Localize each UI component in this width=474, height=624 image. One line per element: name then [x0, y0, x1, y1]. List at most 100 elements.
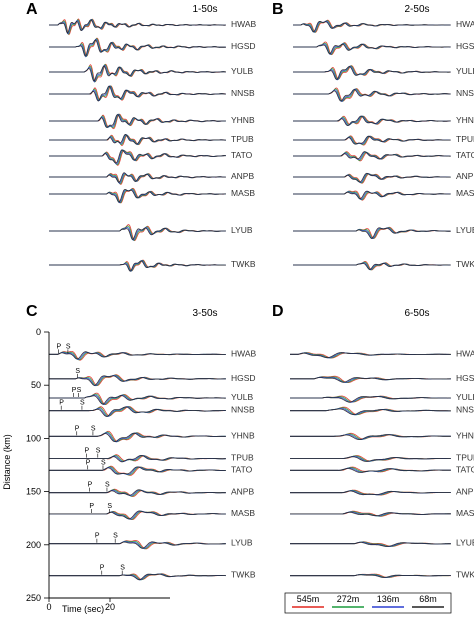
trace-twkb-68m [49, 260, 226, 272]
phase-s-label: S [66, 343, 71, 350]
trace-hgsd-136m [49, 375, 226, 387]
trace-nnsb-68m [290, 408, 451, 415]
trace-lyub-272m [49, 225, 226, 241]
y-tick-label: 200 [26, 540, 41, 550]
trace-tato-272m [49, 466, 226, 476]
trace-yhnb: YHNB [49, 113, 255, 130]
panel-label: C [26, 303, 38, 320]
trace-masb-68m [49, 510, 226, 520]
trace-lyub: LYUB [49, 224, 253, 242]
trace-nnsb-545m [49, 406, 226, 417]
trace-yulb: YULB [293, 65, 474, 81]
trace-twkb-136m [49, 260, 226, 272]
trace-yulb-545m [49, 63, 226, 83]
phase-s-label: S [91, 425, 96, 432]
trace-lyub-68m [293, 227, 451, 239]
trace-yulb: YULB [290, 392, 474, 403]
trace-hgsd-545m [49, 374, 226, 386]
station-label: TPUB [456, 453, 474, 463]
panel-label: B [272, 1, 284, 18]
trace-tpub: TPUB [290, 453, 474, 463]
trace-masb-136m [293, 191, 451, 200]
y-axis-label: Distance (km) [2, 434, 12, 490]
trace-lyub-68m [49, 227, 226, 240]
station-label: HGSD [456, 373, 474, 383]
trace-hwab-272m [49, 19, 226, 35]
station-label: MASB [456, 508, 474, 518]
trace-yulb-68m [49, 65, 226, 82]
phase-s-label: S [107, 503, 112, 510]
trace-nnsb: NNSB [293, 87, 474, 102]
legend-entry-label: 272m [337, 594, 360, 604]
trace-hwab: HWAB [49, 18, 257, 36]
station-label: HGSD [456, 41, 474, 51]
trace-yulb-272m [49, 64, 226, 83]
trace-twkb: TWKB [293, 259, 474, 271]
trace-masb-68m [293, 190, 451, 200]
panels-layer: A 1-50sHWABHGSDYULBNNSBYHNBTPUBTATOANPBMA… [26, 1, 474, 581]
station-label: YHNB [231, 115, 255, 125]
trace-nnsb-545m [49, 85, 226, 101]
trace-yulb: YULB [49, 63, 254, 83]
trace-nnsb-68m [49, 406, 226, 417]
trace-twkb-68m [290, 574, 451, 578]
trace-anpb: ANPB [293, 171, 474, 184]
trace-masb-545m [49, 187, 226, 204]
trace-tato: TATO [293, 150, 474, 162]
trace-twkb-272m [49, 259, 226, 272]
panel-label: A [26, 1, 38, 18]
station-label: YHNB [456, 430, 474, 440]
trace-twkb: TWKB [290, 570, 474, 580]
trace-hwab: HWAB [290, 348, 474, 359]
station-label: ANPB [231, 171, 254, 181]
trace-tato: TATO [49, 464, 253, 476]
trace-yhnb: YHNB [290, 430, 474, 440]
station-label: YHNB [231, 430, 255, 440]
trace-lyub: LYUB [290, 538, 474, 548]
trace-yulb-68m [49, 395, 226, 405]
legend-entry-label: 136m [377, 594, 400, 604]
phase-p-label: P [59, 400, 64, 407]
phase-s-label: S [113, 533, 118, 540]
trace-yulb-136m [293, 65, 451, 81]
trace-hwab-136m [49, 19, 226, 35]
station-label: HWAB [456, 19, 474, 29]
phase-p-label: P [72, 387, 77, 394]
trace-tato-68m [49, 149, 226, 164]
trace-tpub-68m [293, 135, 451, 145]
trace-lyub: LYUB [293, 225, 474, 240]
trace-tato-68m [49, 466, 226, 475]
trace-masb: MASB [290, 508, 474, 518]
trace-yhnb-68m [49, 432, 226, 442]
trace-lyub: LYUB [49, 538, 253, 550]
y-tick-label: 150 [26, 487, 41, 497]
y-tick-label: 50 [31, 380, 41, 390]
station-label: NNSB [231, 405, 255, 415]
trace-masb: MASB [293, 188, 474, 201]
trace-masb-68m [290, 511, 451, 517]
distance-axis: Distance (km) 0 50 100 150 200 250 0 20 Time (… [2, 327, 170, 614]
trace-lyub-68m [290, 542, 451, 547]
trace-nnsb-68m [49, 85, 226, 102]
trace-hgsd: HGSD [49, 373, 256, 387]
trace-tato-68m [290, 468, 451, 473]
station-label: LYUB [456, 538, 474, 548]
station-label: TWKB [456, 259, 474, 269]
legend-box [284, 592, 452, 614]
trace-hgsd-272m [293, 42, 451, 55]
trace-hgsd-68m [293, 43, 451, 55]
trace-hwab: HWAB [49, 348, 257, 361]
trace-yhnb-68m [293, 115, 451, 127]
trace-yulb-68m [290, 396, 451, 403]
trace-yulb-136m [49, 394, 226, 406]
station-label: ANPB [456, 487, 474, 497]
phase-p-label: P [86, 459, 91, 466]
station-label: TWKB [231, 570, 256, 580]
trace-hgsd-136m [49, 38, 226, 58]
station-label: YHNB [456, 115, 474, 125]
trace-yhnb-68m [290, 434, 451, 440]
trace-tato: TATO [49, 149, 253, 166]
trace-yhnb: YHNB [49, 430, 255, 443]
